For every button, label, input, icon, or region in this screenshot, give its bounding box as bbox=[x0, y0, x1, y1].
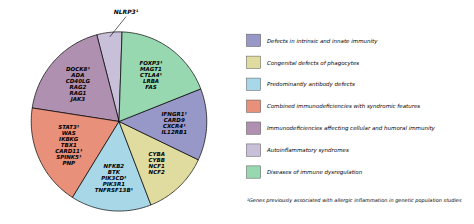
svg-text:Immunodeficiencies affecting c: Immunodeficiencies affecting cellular an… bbox=[267, 125, 436, 132]
svg-text:NFKB2BTKPIK3CD¹PIK3R1TNFRSF13B: NFKB2BTKPIK3CD¹PIK3R1TNFRSF13B¹ bbox=[95, 162, 134, 192]
svg-text:FOXP3¹MAGT1CTLA4¹LRBAFAS: FOXP3¹MAGT1CTLA4¹LRBAFAS bbox=[140, 60, 163, 90]
svg-text:IFNGR1¹CARD9CXCR4¹IL12RB1: IFNGR1¹CARD9CXCR4¹IL12RB1 bbox=[162, 111, 188, 135]
svg-text:Congenital defects of phagocyt: Congenital defects of phagocytes bbox=[267, 60, 359, 67]
svg-text:Predominantly antibody defects: Predominantly antibody defects bbox=[267, 81, 355, 88]
svg-text:Defects in intrinsic and innat: Defects in intrinsic and innate immunity bbox=[267, 38, 378, 45]
svg-text:Diseases of immune dysregulati: Diseases of immune dysregulation bbox=[267, 169, 363, 176]
svg-text:STAT3¹WASIKBKGTBX1CARD11¹SPINK: STAT3¹WASIKBKGTBX1CARD11¹SPINK5¹PNP bbox=[55, 124, 83, 166]
svg-text:Autoinflammatory syndromes: Autoinflammatory syndromes bbox=[266, 147, 349, 154]
svg-text:NLRP3¹: NLRP3¹ bbox=[114, 8, 139, 15]
svg-text:CYBACYBBNCF1NCF2: CYBACYBBNCF1NCF2 bbox=[148, 151, 165, 175]
svg-text:¹Genes previously associated w: ¹Genes previously associated with allerg… bbox=[247, 197, 462, 204]
svg-text:Combined immunodeficiencies wi: Combined immunodeficiencies with syndrom… bbox=[267, 103, 420, 110]
svg-text:DOCK8¹ADACD40LGRAG2RAG1JAK3: DOCK8¹ADACD40LGRAG2RAG1JAK3 bbox=[66, 65, 91, 102]
